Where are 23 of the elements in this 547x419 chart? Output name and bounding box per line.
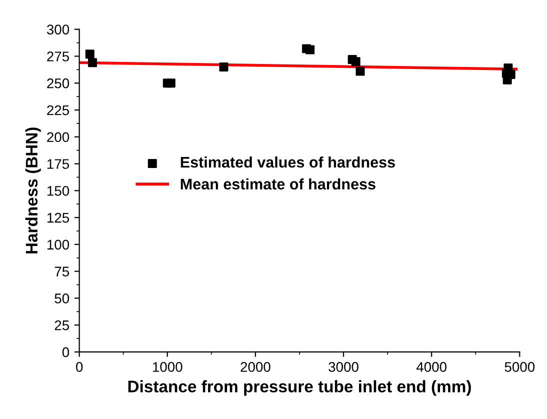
y-tick-label: 0 [62, 347, 70, 358]
x-tick-label: 0 [76, 362, 83, 372]
y-tick-label: 275 [47, 52, 70, 62]
y-tick-label: 175 [47, 159, 70, 169]
x-tick-label: 1000 [152, 362, 182, 372]
legend-label: Estimated values of hardness [180, 156, 395, 168]
y-tick-label: 300 [46, 24, 70, 34]
x-tick-label: 5000 [504, 362, 535, 372]
y-tick-label: 25 [54, 320, 70, 330]
y-tick-label: 100 [47, 240, 70, 250]
x-axis-title: Distance from pressure tube inlet end (mm) [128, 380, 471, 396]
y-tick-label: 225 [47, 105, 70, 116]
y-tick-label: 250 [47, 78, 70, 88]
y-tick-label: 125 [47, 212, 70, 223]
legend-label: Mean estimate of hardness [180, 178, 376, 190]
y-tick-label: 200 [47, 132, 70, 142]
y-tick-label: 150 [47, 186, 70, 196]
x-tick-label: 4000 [416, 362, 446, 372]
x-tick-label: 2000 [240, 362, 270, 372]
y-tick-label: 75 [54, 266, 70, 276]
y-axis-title: Hardness (BHN) [25, 128, 41, 254]
x-tick-label: 3000 [328, 362, 358, 372]
y-tick-label: 50 [54, 294, 70, 304]
